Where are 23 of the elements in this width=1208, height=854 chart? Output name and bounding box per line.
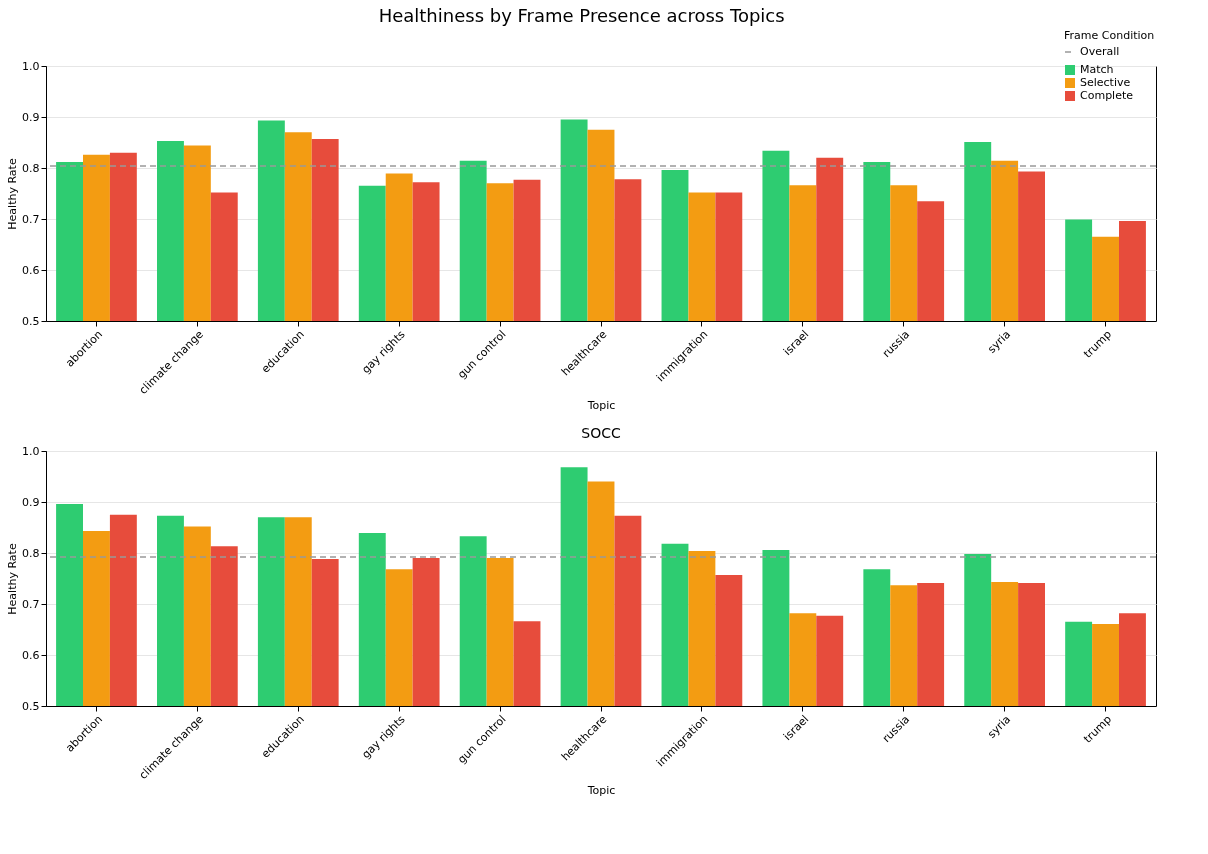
chart-title: Healthiness by Frame Presence across Topics (378, 5, 785, 26)
y-tick-label: 0.9 (22, 110, 40, 124)
chart-title: SOCC (581, 425, 621, 441)
y-tick-label: 0.9 (22, 495, 40, 509)
legend-label: Complete (1080, 89, 1134, 102)
y-tick-label: 0.8 (22, 161, 40, 175)
legend-label: Selective (1080, 76, 1131, 89)
y-tick-label: 0.5 (22, 699, 40, 713)
y-tick-label: 1.0 (22, 59, 40, 73)
legend-label: Match (1080, 63, 1114, 76)
x-axis-title: Topic (586, 784, 616, 798)
x-axis-title: Topic (586, 399, 616, 413)
y-axis-title: Healthy Rate (6, 543, 20, 615)
y-tick-label: 0.5 (22, 314, 40, 328)
y-tick-label: 0.7 (22, 212, 40, 226)
y-tick-label: 0.6 (22, 263, 40, 277)
y-tick-label: 0.6 (22, 648, 40, 662)
y-axis-title: Healthy Rate (6, 158, 20, 230)
legend-title: Frame Condition (1064, 29, 1155, 42)
y-tick-label: 0.8 (22, 546, 40, 560)
y-tick-label: 1.0 (22, 444, 40, 458)
legend-label: Overall (1080, 45, 1120, 58)
y-tick-label: 0.7 (22, 597, 40, 611)
